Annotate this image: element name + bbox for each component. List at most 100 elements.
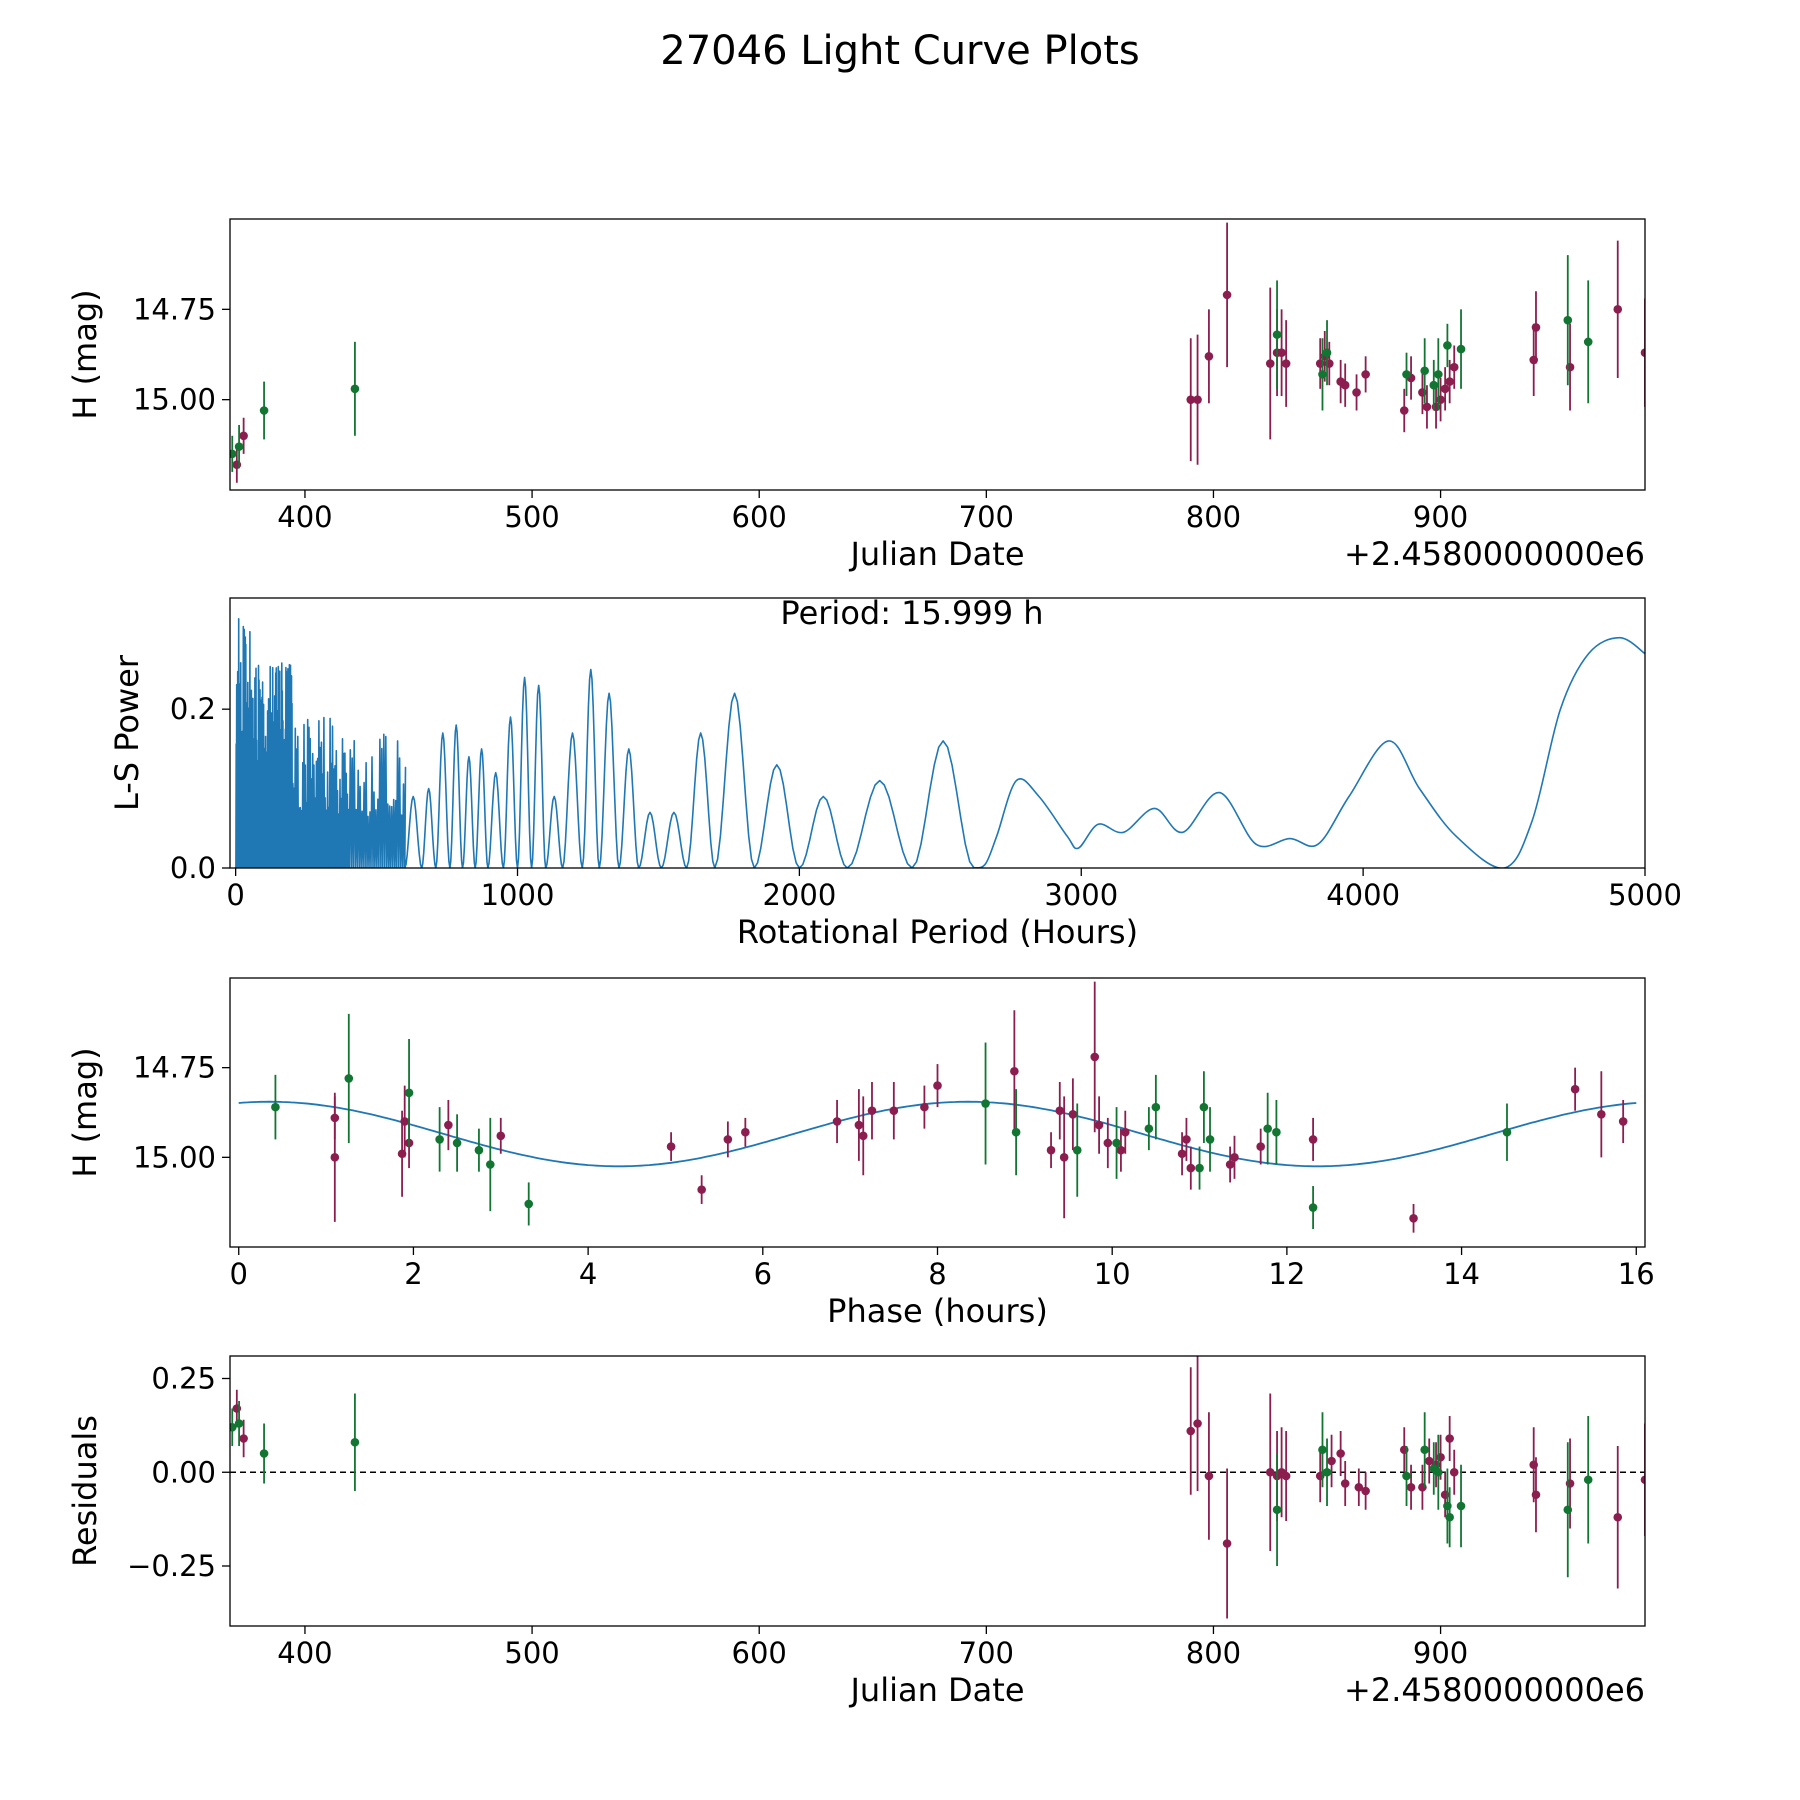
phased-filter-a-point bbox=[1055, 1106, 1065, 1116]
residuals-filter-a-point bbox=[1327, 1456, 1336, 1466]
residuals-filter-a-point bbox=[1640, 1475, 1645, 1485]
timeseries-ytick-label: 15.00 bbox=[133, 383, 216, 417]
phased-filter-b-point bbox=[435, 1135, 444, 1144]
phased-filter-a-point bbox=[933, 1081, 942, 1090]
residuals-filter-a-point bbox=[1336, 1449, 1345, 1458]
phased-filter-a-point bbox=[920, 1102, 929, 1112]
timeseries-filter-a-point bbox=[1640, 348, 1645, 357]
phased-filter-a-point bbox=[889, 1106, 899, 1116]
residuals-plot-area bbox=[230, 1356, 1645, 1619]
residuals-filter-b-point bbox=[1272, 1505, 1282, 1515]
timeseries-xtick-label: 400 bbox=[277, 500, 332, 534]
phased-filter-b-point bbox=[344, 1074, 354, 1083]
residuals-filter-b-point bbox=[234, 1419, 244, 1428]
residuals-filter-b-point bbox=[1318, 1445, 1327, 1455]
phased-filter-b-point bbox=[981, 1099, 990, 1108]
phased-filter-a-point bbox=[1225, 1160, 1235, 1169]
residuals-filter-a-point bbox=[1531, 1490, 1541, 1500]
phased-filter-b-point bbox=[1195, 1163, 1204, 1173]
residuals-xtick-label: 900 bbox=[1413, 1636, 1468, 1670]
residuals-ytick-label: −0.25 bbox=[127, 1549, 216, 1583]
phased-filter-b-point bbox=[1199, 1102, 1209, 1112]
phased-filter-a-point bbox=[666, 1142, 676, 1151]
phased-filter-a-point bbox=[854, 1120, 864, 1130]
timeseries-frame bbox=[229, 218, 1646, 491]
residuals-filter-a-point bbox=[1265, 1467, 1275, 1477]
residuals-offset-label: +2.4580000000e6 bbox=[1344, 1671, 1645, 1709]
residuals-filter-a-point bbox=[1424, 1456, 1434, 1466]
period-annotation: Period: 15.999 h bbox=[780, 594, 1043, 632]
residuals-filter-b-point bbox=[1456, 1501, 1466, 1511]
phased-filter-a-point bbox=[858, 1131, 868, 1141]
phased-xtick-label: 12 bbox=[1268, 1257, 1305, 1291]
residuals-xlabel: Julian Date bbox=[848, 1671, 1024, 1709]
residuals-filter-b-point bbox=[1434, 1467, 1443, 1477]
residuals-filter-a-point bbox=[1449, 1467, 1459, 1477]
phased-xlabel: Phase (hours) bbox=[827, 1292, 1048, 1330]
timeseries-xtick-label: 600 bbox=[732, 500, 787, 534]
phased-filter-a-point bbox=[832, 1117, 842, 1126]
phased-filter-a-point bbox=[400, 1117, 409, 1126]
phased-filter-b-point bbox=[1151, 1102, 1161, 1112]
timeseries-filter-a-point bbox=[1445, 377, 1454, 386]
timeseries-filter-b-point bbox=[1429, 380, 1439, 390]
phased-filter-b-point bbox=[1308, 1203, 1318, 1212]
figure-title: 27046 Light Curve Plots bbox=[660, 28, 1140, 74]
timeseries-filter-b-point bbox=[1443, 341, 1452, 350]
phased-ytick-label: 14.75 bbox=[133, 1051, 216, 1085]
residuals-filter-b-point bbox=[350, 1437, 360, 1447]
periodogram-plot-area bbox=[235, 618, 1645, 868]
residuals-filter-a-point bbox=[1445, 1434, 1454, 1443]
phased-filter-b-point bbox=[452, 1138, 462, 1148]
phased-filter-a-point bbox=[1570, 1084, 1580, 1094]
timeseries-filter-a-point bbox=[1422, 402, 1432, 412]
residuals-filter-b-point bbox=[1563, 1505, 1573, 1515]
timeseries-filter-a-point bbox=[1613, 305, 1623, 314]
residuals-filter-b-point bbox=[1402, 1471, 1411, 1481]
timeseries-filter-a-point bbox=[1277, 348, 1286, 357]
timeseries-offset-label: +2.4580000000e6 bbox=[1344, 535, 1645, 573]
periodogram-xtick-label: 3000 bbox=[1044, 878, 1118, 912]
phased-xtick-label: 16 bbox=[1618, 1257, 1655, 1291]
timeseries-xtick-label: 800 bbox=[1186, 500, 1241, 534]
phased-filter-a-point bbox=[1116, 1145, 1126, 1155]
phased-filter-a-point bbox=[1068, 1109, 1078, 1119]
phased-filter-a-point bbox=[1256, 1142, 1265, 1151]
phased-filter-a-point bbox=[1618, 1117, 1628, 1126]
phased-filter-a-point bbox=[1120, 1127, 1130, 1137]
timeseries-filter-a-point bbox=[1352, 388, 1361, 397]
residuals-filter-a-point bbox=[1204, 1471, 1214, 1481]
timeseries-filter-b-point bbox=[1583, 337, 1593, 347]
timeseries-filter-a-point bbox=[1361, 370, 1370, 379]
residuals-xtick-label: 800 bbox=[1186, 1636, 1241, 1670]
timeseries-xtick-label: 900 bbox=[1413, 500, 1468, 534]
phased-filter-a-point bbox=[723, 1135, 733, 1144]
residuals-xtick-label: 700 bbox=[959, 1636, 1014, 1670]
phased-filter-a-point bbox=[1308, 1135, 1318, 1144]
phased-filter-b-point bbox=[271, 1102, 280, 1112]
residuals-filter-a-point bbox=[1186, 1426, 1196, 1436]
phased-filter-a-point bbox=[496, 1131, 506, 1141]
timeseries-filter-a-point bbox=[1399, 406, 1409, 415]
periodogram-xtick-label: 2000 bbox=[762, 878, 836, 912]
residuals-filter-a-point bbox=[1193, 1419, 1202, 1428]
residuals-panel: 400 500 600 700 800 900 0.25 0.00 −0.25 Julian Da… bbox=[66, 1355, 1646, 1709]
phased-filter-a-point bbox=[1046, 1145, 1056, 1155]
phased-xtick-label: 2 bbox=[404, 1257, 422, 1291]
periodogram-xtick-label: 4000 bbox=[1326, 878, 1400, 912]
phased-filter-b-point bbox=[1144, 1124, 1154, 1133]
residuals-filter-b-point bbox=[230, 1422, 237, 1432]
timeseries-filter-b-point bbox=[1402, 370, 1411, 379]
timeseries-filter-a-point bbox=[1531, 323, 1541, 332]
periodogram-ylabel: L-S Power bbox=[108, 654, 146, 811]
phased-filter-a-point bbox=[1230, 1153, 1239, 1162]
residuals-xtick-label: 400 bbox=[277, 1636, 332, 1670]
timeseries-filter-a-point bbox=[1204, 352, 1214, 361]
timeseries-filter-a-point bbox=[1340, 380, 1350, 390]
timeseries-filter-a-point bbox=[1186, 395, 1196, 404]
phased-filter-b-point bbox=[404, 1088, 414, 1098]
timeseries-filter-a-point bbox=[1281, 359, 1291, 368]
phased-filter-b-point bbox=[524, 1199, 534, 1209]
phased-frame bbox=[229, 977, 1646, 1248]
phased-filter-b-point bbox=[1112, 1138, 1121, 1148]
